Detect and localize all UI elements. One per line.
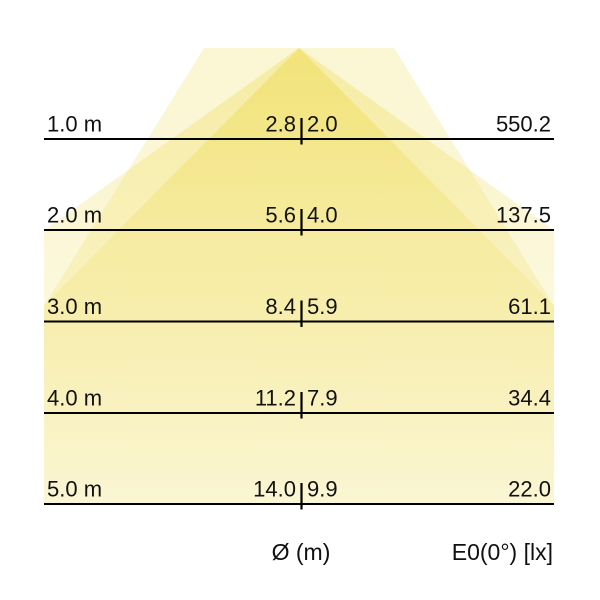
diameter-c0-value: 2.8: [265, 112, 296, 137]
diameter-c0-value: 11.2: [255, 386, 296, 411]
diameter-column-label: Ø (m): [272, 539, 331, 565]
distance-label: 1.0 m: [47, 112, 102, 137]
diameter-c0-value: 5.6: [265, 203, 296, 228]
row-2m: 2.0 m 5.6 4.0 137.5: [44, 203, 554, 236]
diameter-c0-value: 8.4: [265, 294, 296, 319]
distance-label: 3.0 m: [47, 294, 102, 319]
illuminance-value: 550.2: [496, 112, 551, 137]
diameter-c0-value: 14.0: [253, 477, 296, 502]
illuminance-value: 61.1: [508, 294, 551, 319]
illuminance-value: 34.4: [508, 386, 551, 411]
illuminance-column-label: E0(0°) [lx]: [452, 539, 553, 565]
row-3m: 3.0 m 8.4 5.9 61.1: [44, 294, 554, 327]
footer-labels: Ø (m) E0(0°) [lx]: [272, 539, 553, 565]
distance-label: 4.0 m: [47, 386, 102, 411]
diameter-c90-value: 7.9: [307, 386, 338, 411]
row-1m: 1.0 m 2.8 2.0 550.2: [44, 112, 554, 145]
diameter-c90-value: 4.0: [307, 203, 338, 228]
diameter-c90-value: 5.9: [307, 294, 338, 319]
diameter-c90-value: 9.9: [307, 477, 338, 502]
cone-narrow-beam: [44, 48, 554, 504]
row-4m: 4.0 m 11.2 7.9 34.4: [44, 386, 554, 419]
distance-label: 2.0 m: [47, 203, 102, 228]
illuminance-value: 22.0: [508, 477, 551, 502]
row-5m: 5.0 m 14.0 9.9 22.0: [44, 477, 554, 510]
distance-label: 5.0 m: [47, 477, 102, 502]
illuminance-value: 137.5: [496, 203, 551, 228]
diameter-c90-value: 2.0: [307, 112, 338, 137]
